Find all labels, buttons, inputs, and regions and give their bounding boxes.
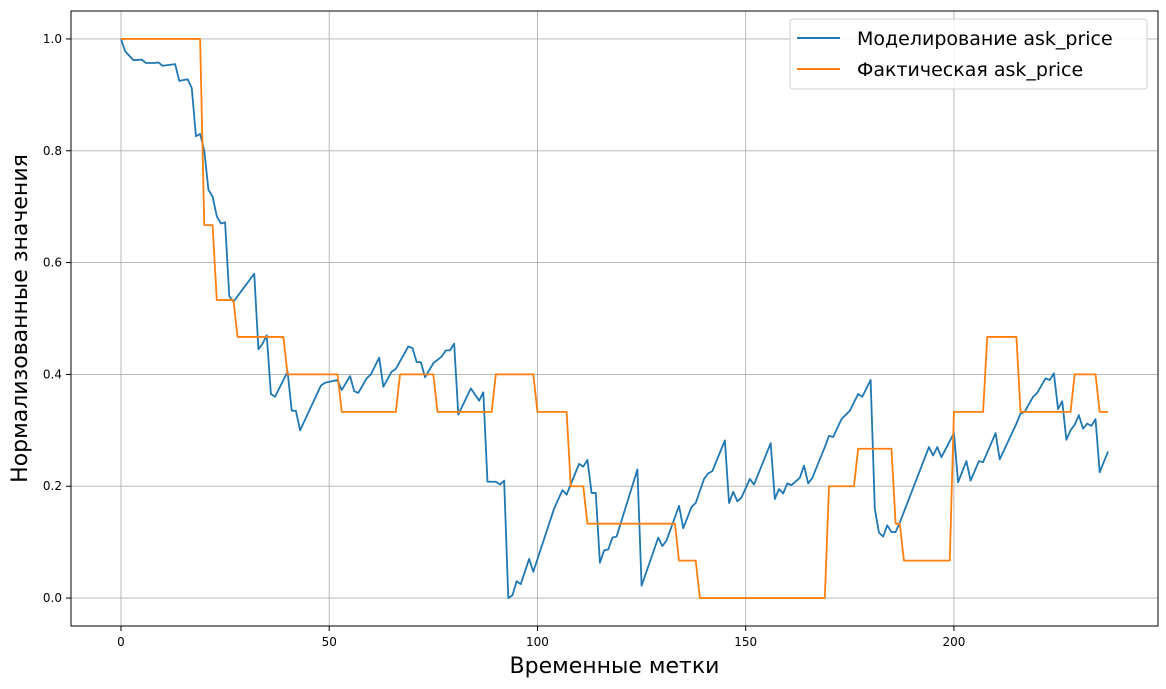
series-line-actual [120,38,1109,599]
y-axis-label: Нормализованные значения [8,154,33,483]
x-tick-label: 0 [117,635,125,649]
legend-label-model: Моделирование ask_price [857,28,1113,50]
y-tick-label: 0.6 [43,256,62,270]
grid [71,11,1158,626]
x-tick-label: 150 [734,635,757,649]
x-tick-label: 200 [942,635,965,649]
series-layer [120,38,1109,599]
legend-label-actual: Фактическая ask_price [857,59,1083,81]
y-tick-label: 0.8 [43,144,62,158]
legend-box [789,18,1148,90]
ticks: 0 50 100 150 200 0.0 0.2 0.4 0.6 0.8 1.0 [43,32,965,649]
legend: Моделирование ask_price Фактическая ask_… [789,18,1148,90]
y-tick-label: 1.0 [43,32,62,46]
x-tick-label: 100 [526,635,549,649]
y-tick-label: 0.4 [43,367,62,381]
y-tick-label: 0.0 [43,591,62,605]
series-line-model [120,38,1109,599]
y-tick-label: 0.2 [43,479,62,493]
plot-frame [70,10,1159,627]
x-tick-label: 50 [322,635,337,649]
x-axis-label: Временные метки [510,654,720,679]
